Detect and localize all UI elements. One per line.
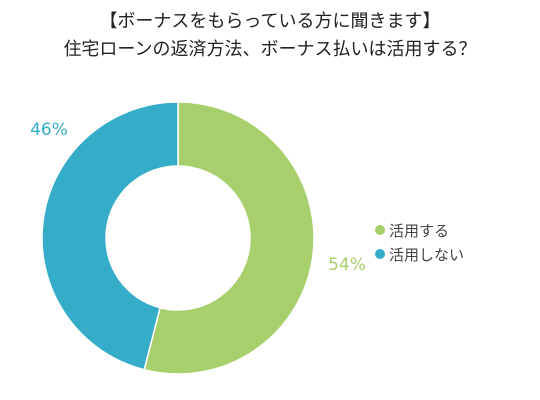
legend-item-use: 活用する: [375, 218, 464, 242]
legend-item-not-use: 活用しない: [375, 242, 464, 266]
slice-not-use: [41, 101, 179, 371]
legend-label-use: 活用する: [389, 221, 450, 240]
slice-use: [143, 101, 315, 375]
chart-subtitle: 住宅ローンの返済方法、ボーナス払いは活用する？: [63, 39, 477, 60]
chart-legend: 活用する 活用しない: [375, 218, 464, 266]
data-label-use: 54%: [328, 255, 366, 275]
data-label-not-use: 46%: [30, 120, 68, 140]
chart-title-block: 【ボーナスをもらっている方に聞きます】 住宅ローンの返済方法、ボーナス払いは活用…: [0, 8, 540, 64]
legend-label-not-use: 活用しない: [389, 245, 465, 264]
chart-title: 【ボーナスをもらっている方に聞きます】: [99, 11, 441, 32]
legend-marker-not-use: [375, 249, 385, 259]
legend-marker-use: [375, 225, 385, 235]
